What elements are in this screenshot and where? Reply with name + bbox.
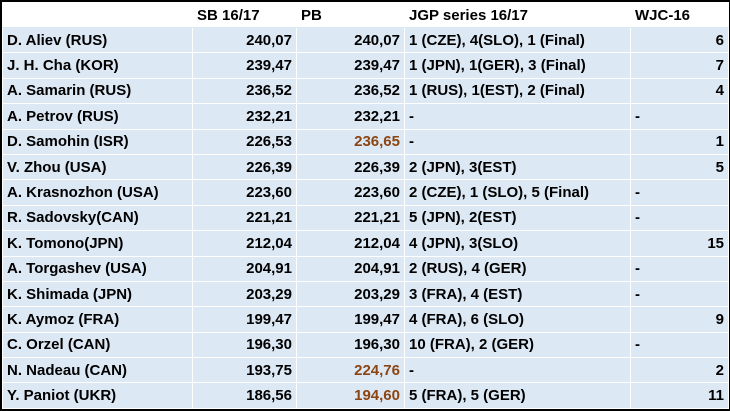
personal-best-cell: 223,60: [296, 179, 405, 206]
table-row: A. Torgashev (USA) 204,91 204,91 2 (RUS), 4…: [2, 255, 729, 282]
header-sb: SB 16/17: [192, 2, 297, 28]
wjc-placement-cell: -: [630, 255, 729, 282]
season-best-cell: 196,30: [192, 331, 297, 359]
personal-best-cell: 203,29: [296, 280, 405, 308]
skater-name-cell: R. Sadovsky(CAN): [2, 204, 193, 232]
table-row: V. Zhou (USA) 226,39 226,39 2 (JPN), 3(EST)…: [2, 153, 729, 181]
season-best-cell: 223,60: [192, 179, 297, 206]
jgp-results-cell: 2 (JPN), 3(EST): [404, 153, 631, 181]
header-pb: PB: [296, 2, 405, 28]
wjc-placement-cell: 2: [630, 357, 729, 384]
table-row: Y. Paniot (UKR) 186,56 194,60 5 (FRA), 5 (G…: [2, 382, 729, 409]
jgp-results-cell: 1 (RUS), 1(EST), 2 (Final): [404, 77, 631, 105]
wjc-placement-cell: -: [630, 280, 729, 308]
personal-best-cell: 194,60: [296, 382, 405, 409]
table-row: R. Sadovsky(CAN) 221,21 221,21 5 (JPN), 2(E…: [2, 204, 729, 232]
wjc-placement-cell: 11: [630, 382, 729, 409]
skater-name-cell: K. Aymoz (FRA): [2, 306, 193, 333]
skater-name-cell: A. Samarin (RUS): [2, 77, 193, 105]
season-best-cell: 232,21: [192, 103, 297, 130]
season-best-cell: 193,75: [192, 357, 297, 384]
skater-name-cell: K. Tomono(JPN): [2, 230, 193, 257]
jgp-results-cell: -: [404, 357, 631, 384]
season-best-cell: 236,52: [192, 77, 297, 105]
season-best-cell: 203,29: [192, 280, 297, 308]
season-best-cell: 199,47: [192, 306, 297, 333]
skater-name-cell: A. Petrov (RUS): [2, 103, 193, 130]
jgp-results-cell: 3 (FRA), 4 (EST): [404, 280, 631, 308]
wjc-placement-cell: 4: [630, 77, 729, 105]
header-name: [2, 2, 193, 28]
personal-best-cell: 232,21: [296, 103, 405, 130]
jgp-results-cell: 10 (FRA), 2 (GER): [404, 331, 631, 359]
header-jgp: JGP series 16/17: [404, 2, 631, 28]
jgp-results-cell: 4 (FRA), 6 (SLO): [404, 306, 631, 333]
personal-best-cell: 224,76: [296, 357, 405, 384]
personal-best-cell: 239,47: [296, 52, 405, 79]
wjc-placement-cell: -: [630, 179, 729, 206]
personal-best-cell: 196,30: [296, 331, 405, 359]
skater-name-cell: K. Shimada (JPN): [2, 280, 193, 308]
personal-best-cell: 199,47: [296, 306, 405, 333]
jgp-results-cell: -: [404, 103, 631, 130]
season-best-cell: 240,07: [192, 26, 297, 54]
table-row: D. Aliev (RUS) 240,07 240,07 1 (CZE), 4(SLO…: [2, 26, 729, 54]
wjc-placement-cell: 6: [630, 26, 729, 54]
wjc-placement-cell: 1: [630, 128, 729, 155]
table-row: A. Samarin (RUS) 236,52 236,52 1 (RUS), 1(E…: [2, 77, 729, 105]
skater-name-cell: N. Nadeau (CAN): [2, 357, 193, 384]
jgp-results-cell: 5 (JPN), 2(EST): [404, 204, 631, 232]
skater-name-cell: D. Samohin (ISR): [2, 128, 193, 155]
jgp-results-cell: 1 (CZE), 4(SLO), 1 (Final): [404, 26, 631, 54]
season-best-cell: 226,53: [192, 128, 297, 155]
skater-name-cell: C. Orzel (CAN): [2, 331, 193, 359]
skater-name-cell: A. Krasnozhon (USA): [2, 179, 193, 206]
personal-best-cell: 236,65: [296, 128, 405, 155]
jgp-results-cell: 2 (RUS), 4 (GER): [404, 255, 631, 282]
jgp-results-cell: -: [404, 128, 631, 155]
jgp-results-cell: 5 (FRA), 5 (GER): [404, 382, 631, 409]
table-row: K. Shimada (JPN) 203,29 203,29 3 (FRA), 4 (…: [2, 280, 729, 308]
season-best-cell: 204,91: [192, 255, 297, 282]
wjc-placement-cell: 5: [630, 153, 729, 181]
table-row: A. Krasnozhon (USA) 223,60 223,60 2 (CZE), …: [2, 179, 729, 206]
jgp-results-cell: 4 (JPN), 3(SLO): [404, 230, 631, 257]
wjc-placement-cell: -: [630, 204, 729, 232]
skater-name-cell: V. Zhou (USA): [2, 153, 193, 181]
jgp-results-cell: 2 (CZE), 1 (SLO), 5 (Final): [404, 179, 631, 206]
season-best-cell: 212,04: [192, 230, 297, 257]
table-row: K. Tomono(JPN) 212,04 212,04 4 (JPN), 3(SLO…: [2, 230, 729, 257]
table-row: N. Nadeau (CAN) 193,75 224,76-2: [2, 357, 729, 384]
skater-name-cell: D. Aliev (RUS): [2, 26, 193, 54]
wjc-placement-cell: -: [630, 331, 729, 359]
wjc-placement-cell: 7: [630, 52, 729, 79]
skater-name-cell: A. Torgashev (USA): [2, 255, 193, 282]
header-wjc: WJC-16: [630, 2, 729, 28]
header-row: SB 16/17 PB JGP series 16/17 WJC-16: [2, 2, 729, 28]
table-row: C. Orzel (CAN) 196,30 196,30 10 (FRA), 2 (G…: [2, 331, 729, 359]
table-row: J. H. Cha (KOR) 239,47 239,47 1 (JPN), 1(GE…: [2, 52, 729, 79]
personal-best-cell: 226,39: [296, 153, 405, 181]
table-row: D. Samohin (ISR) 226,53 236,65-1: [2, 128, 729, 155]
season-best-cell: 186,56: [192, 382, 297, 409]
skater-name-cell: Y. Paniot (UKR): [2, 382, 193, 409]
wjc-placement-cell: -: [630, 103, 729, 130]
personal-best-cell: 240,07: [296, 26, 405, 54]
skater-name-cell: J. H. Cha (KOR): [2, 52, 193, 79]
table-body: D. Aliev (RUS) 240,07 240,07 1 (CZE), 4(SLO…: [2, 26, 729, 409]
personal-best-cell: 221,21: [296, 204, 405, 232]
season-best-cell: 221,21: [192, 204, 297, 232]
personal-best-cell: 204,91: [296, 255, 405, 282]
personal-best-cell: 212,04: [296, 230, 405, 257]
jgp-results-cell: 1 (JPN), 1(GER), 3 (Final): [404, 52, 631, 79]
personal-best-cell: 236,52: [296, 77, 405, 105]
season-best-cell: 226,39: [192, 153, 297, 181]
season-best-cell: 239,47: [192, 52, 297, 79]
table-row: A. Petrov (RUS) 232,21 232,21- -: [2, 103, 729, 130]
wjc-placement-cell: 9: [630, 306, 729, 333]
table-row: K. Aymoz (FRA) 199,47 199,47 4 (FRA), 6 (SL…: [2, 306, 729, 333]
wjc-placement-cell: 15: [630, 230, 729, 257]
